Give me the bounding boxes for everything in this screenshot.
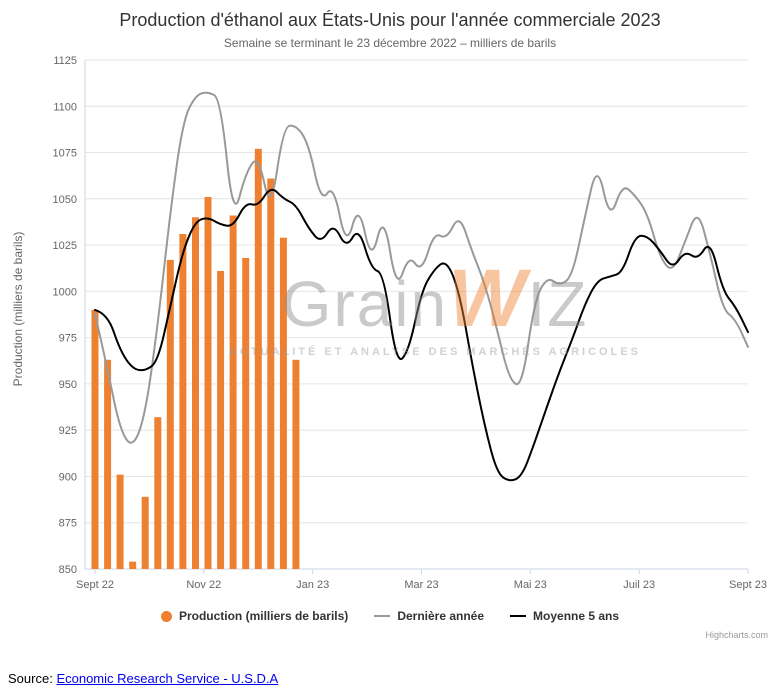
legend-item-last-year[interactable]: Dernière année [374,609,484,623]
svg-text:1000: 1000 [53,286,77,298]
source-label: Source: [8,671,53,686]
legend-label-5yr-avg: Moyenne 5 ans [533,609,620,623]
svg-text:1025: 1025 [53,240,77,252]
svg-text:875: 875 [59,518,77,530]
svg-text:Mai 23: Mai 23 [514,579,547,591]
svg-text:850: 850 [59,564,77,576]
svg-text:Mar 23: Mar 23 [404,579,438,591]
chart-subtitle: Semaine se terminant le 23 décembre 2022… [223,36,557,50]
legend: Production (milliers de barils) Dernière… [0,609,780,623]
svg-text:Jan 23: Jan 23 [296,579,329,591]
legend-label-last-year: Dernière année [397,609,485,623]
svg-text:1100: 1100 [53,101,77,113]
last-year-line-marker-icon [374,615,391,617]
svg-text:Sept 23: Sept 23 [729,579,767,591]
svg-text:975: 975 [59,333,77,345]
svg-text:950: 950 [59,379,77,391]
svg-text:900: 900 [59,472,77,484]
source-link[interactable]: Economic Research Service - U.S.D.A [56,671,279,686]
legend-item-production[interactable]: Production (milliers de barils) [160,609,349,623]
svg-text:1075: 1075 [53,148,77,160]
highcharts-credit-link[interactable]: Highcharts.com [705,630,768,640]
chart-svg: 850 875 900 925 950 975 1000 1025 1050 1075 1100 11… [53,55,767,591]
avg-5yr-line-marker-icon [510,615,527,617]
svg-text:Nov 22: Nov 22 [186,579,221,591]
source-line: Source: Economic Research Service - U.S.… [8,671,278,686]
svg-text:1125: 1125 [53,55,77,67]
legend-label-production: Production (milliers de barils) [178,609,349,623]
plot-area: Production (milliers de barils) 850 875 90… [0,50,780,600]
svg-text:925: 925 [59,425,77,437]
legend-item-5yr-avg[interactable]: Moyenne 5 ans [510,609,619,623]
svg-text:Sept 22: Sept 22 [76,579,114,591]
production-circle-marker-icon [160,610,172,622]
chart-title: Production d'éthanol aux États-Unis pour… [119,10,661,30]
svg-text:Juil 23: Juil 23 [623,579,655,591]
svg-text:1050: 1050 [53,194,77,206]
